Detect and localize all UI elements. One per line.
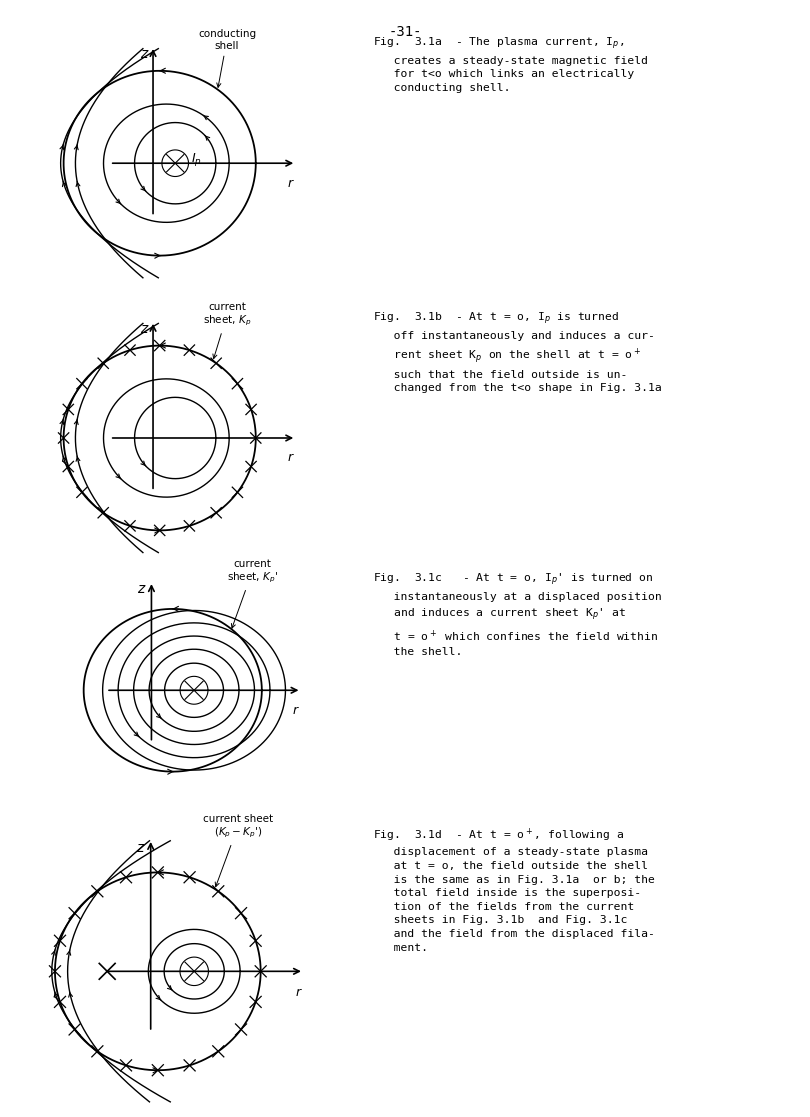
Text: Fig.  3.1b  - At t = o, I$_p$ is turned
   off instantaneously and induces a cur: Fig. 3.1b - At t = o, I$_p$ is turned of… [373, 311, 661, 393]
Text: conducting
shell: conducting shell [198, 29, 256, 87]
Text: z: z [136, 841, 143, 855]
Text: r: r [293, 704, 298, 717]
Text: current
sheet, $K_p$': current sheet, $K_p$' [227, 558, 278, 628]
Text: r: r [288, 176, 293, 190]
Text: Fig.  3.1c   - At t = o, I$_p$' is turned on
   instantaneously at a displaced p: Fig. 3.1c - At t = o, I$_p$' is turned o… [373, 572, 661, 658]
Text: Fig.  3.1d  - At t = o$^+$, following a
   displacement of a steady-state plasma: Fig. 3.1d - At t = o$^+$, following a di… [373, 827, 654, 953]
Text: z: z [140, 322, 147, 336]
Text: $I_p$: $I_p$ [191, 151, 202, 168]
Text: Fig.  3.1a  - The plasma current, I$_p$,
   creates a steady-state magnetic fiel: Fig. 3.1a - The plasma current, I$_p$, c… [373, 36, 648, 93]
Text: current
sheet, $K_p$: current sheet, $K_p$ [202, 302, 251, 359]
Text: current sheet
$(K_p - K_p$'): current sheet $(K_p - K_p$') [202, 813, 273, 887]
Text: r: r [295, 985, 301, 999]
Text: -31-: -31- [388, 25, 422, 39]
Text: z: z [138, 582, 145, 595]
Text: z: z [140, 47, 147, 61]
Text: r: r [288, 451, 293, 465]
